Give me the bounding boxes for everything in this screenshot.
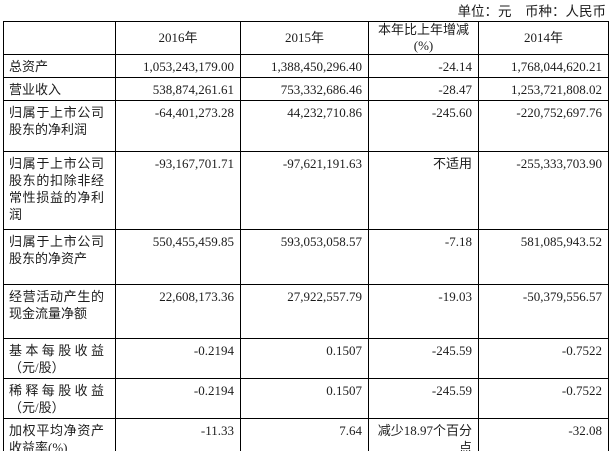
value-2015: 0.1507 xyxy=(240,378,369,419)
row-label: 归属于上市公司股东的扣除非经常性损益的净利润 xyxy=(3,151,116,230)
value-2014: -32.08 xyxy=(478,418,609,451)
value-2014: -0.7522 xyxy=(478,338,609,379)
value-2015: 7.64 xyxy=(240,418,369,451)
value-2014: -220,752,697.76 xyxy=(478,100,609,152)
financial-summary-table: 2016年 2015年 本年比上年增减(%) 2014年 总资产 1,053,2… xyxy=(3,21,609,451)
header-row: 2016年 2015年 本年比上年增减(%) 2014年 xyxy=(3,21,609,55)
table-row-diluted-eps: 稀释每股收益（元/股） -0.2194 0.1507 -245.59 -0.75… xyxy=(3,378,609,419)
table-row-net-assets: 归属于上市公司股东的净资产 550,455,459.85 593,053,058… xyxy=(3,229,609,285)
value-2014: -255,333,703.90 xyxy=(478,151,609,230)
value-2016: -93,167,701.71 xyxy=(115,151,241,230)
row-label: 稀释每股收益（元/股） xyxy=(3,378,116,419)
column-header-2014: 2014年 xyxy=(478,21,609,55)
table-row-weighted-avg-roe: 加权平均净资产收益率(%) -11.33 7.64 减少18.97个百分点 -3… xyxy=(3,418,609,451)
value-2015: 593,053,058.57 xyxy=(240,229,369,285)
table-row-operating-revenue: 营业收入 538,874,261.61 753,332,686.46 -28.4… xyxy=(3,77,609,101)
table-row-net-profit-excl-nonrecurring: 归属于上市公司股东的扣除非经常性损益的净利润 -93,167,701.71 -9… xyxy=(3,151,609,230)
value-2016: 550,455,459.85 xyxy=(115,229,241,285)
value-2016: -11.33 xyxy=(115,418,241,451)
column-header-2015: 2015年 xyxy=(240,21,369,55)
column-header-item xyxy=(3,21,116,55)
value-2016: -0.2194 xyxy=(115,338,241,379)
row-label: 归属于上市公司股东的净资产 xyxy=(3,229,116,285)
value-2016: 1,053,243,179.00 xyxy=(115,54,241,78)
value-change: 不适用 xyxy=(368,151,479,230)
column-header-2016: 2016年 xyxy=(115,21,241,55)
column-header-change: 本年比上年增减(%) xyxy=(368,21,479,55)
table-row-total-assets: 总资产 1,053,243,179.00 1,388,450,296.40 -2… xyxy=(3,54,609,78)
unit-note: 单位：元 币种：人民币 xyxy=(457,4,607,19)
value-2016: 538,874,261.61 xyxy=(115,77,241,101)
table-row-operating-cash-flow: 经营活动产生的现金流量净额 22,608,173.36 27,922,557.7… xyxy=(3,284,609,339)
value-change: -19.03 xyxy=(368,284,479,339)
table-row-net-profit: 归属于上市公司股东的净利润 -64,401,273.28 44,232,710.… xyxy=(3,100,609,152)
row-label: 营业收入 xyxy=(3,77,116,101)
value-change: 减少18.97个百分点 xyxy=(368,418,479,451)
value-2014: -50,379,556.57 xyxy=(478,284,609,339)
value-change: -28.47 xyxy=(368,77,479,101)
value-2014: -0.7522 xyxy=(478,378,609,419)
value-2015: 27,922,557.79 xyxy=(240,284,369,339)
value-change: -245.59 xyxy=(368,338,479,379)
value-2016: -0.2194 xyxy=(115,378,241,419)
row-label: 基本每股收益（元/股） xyxy=(3,338,116,379)
value-change: -7.18 xyxy=(368,229,479,285)
value-2015: 44,232,710.86 xyxy=(240,100,369,152)
row-label: 经营活动产生的现金流量净额 xyxy=(3,284,116,339)
row-label: 归属于上市公司股东的净利润 xyxy=(3,100,116,152)
value-2014: 581,085,943.52 xyxy=(478,229,609,285)
table-row-basic-eps: 基本每股收益（元/股） -0.2194 0.1507 -245.59 -0.75… xyxy=(3,338,609,379)
row-label: 加权平均净资产收益率(%) xyxy=(3,418,116,451)
value-2016: -64,401,273.28 xyxy=(115,100,241,152)
value-2015: -97,621,191.63 xyxy=(240,151,369,230)
value-2015: 0.1507 xyxy=(240,338,369,379)
value-2016: 22,608,173.36 xyxy=(115,284,241,339)
value-2015: 753,332,686.46 xyxy=(240,77,369,101)
row-label: 总资产 xyxy=(3,54,116,78)
value-2015: 1,388,450,296.40 xyxy=(240,54,369,78)
value-2014: 1,253,721,808.02 xyxy=(478,77,609,101)
value-change: -245.60 xyxy=(368,100,479,152)
value-change: -24.14 xyxy=(368,54,479,78)
value-2014: 1,768,044,620.21 xyxy=(478,54,609,78)
value-change: -245.59 xyxy=(368,378,479,419)
